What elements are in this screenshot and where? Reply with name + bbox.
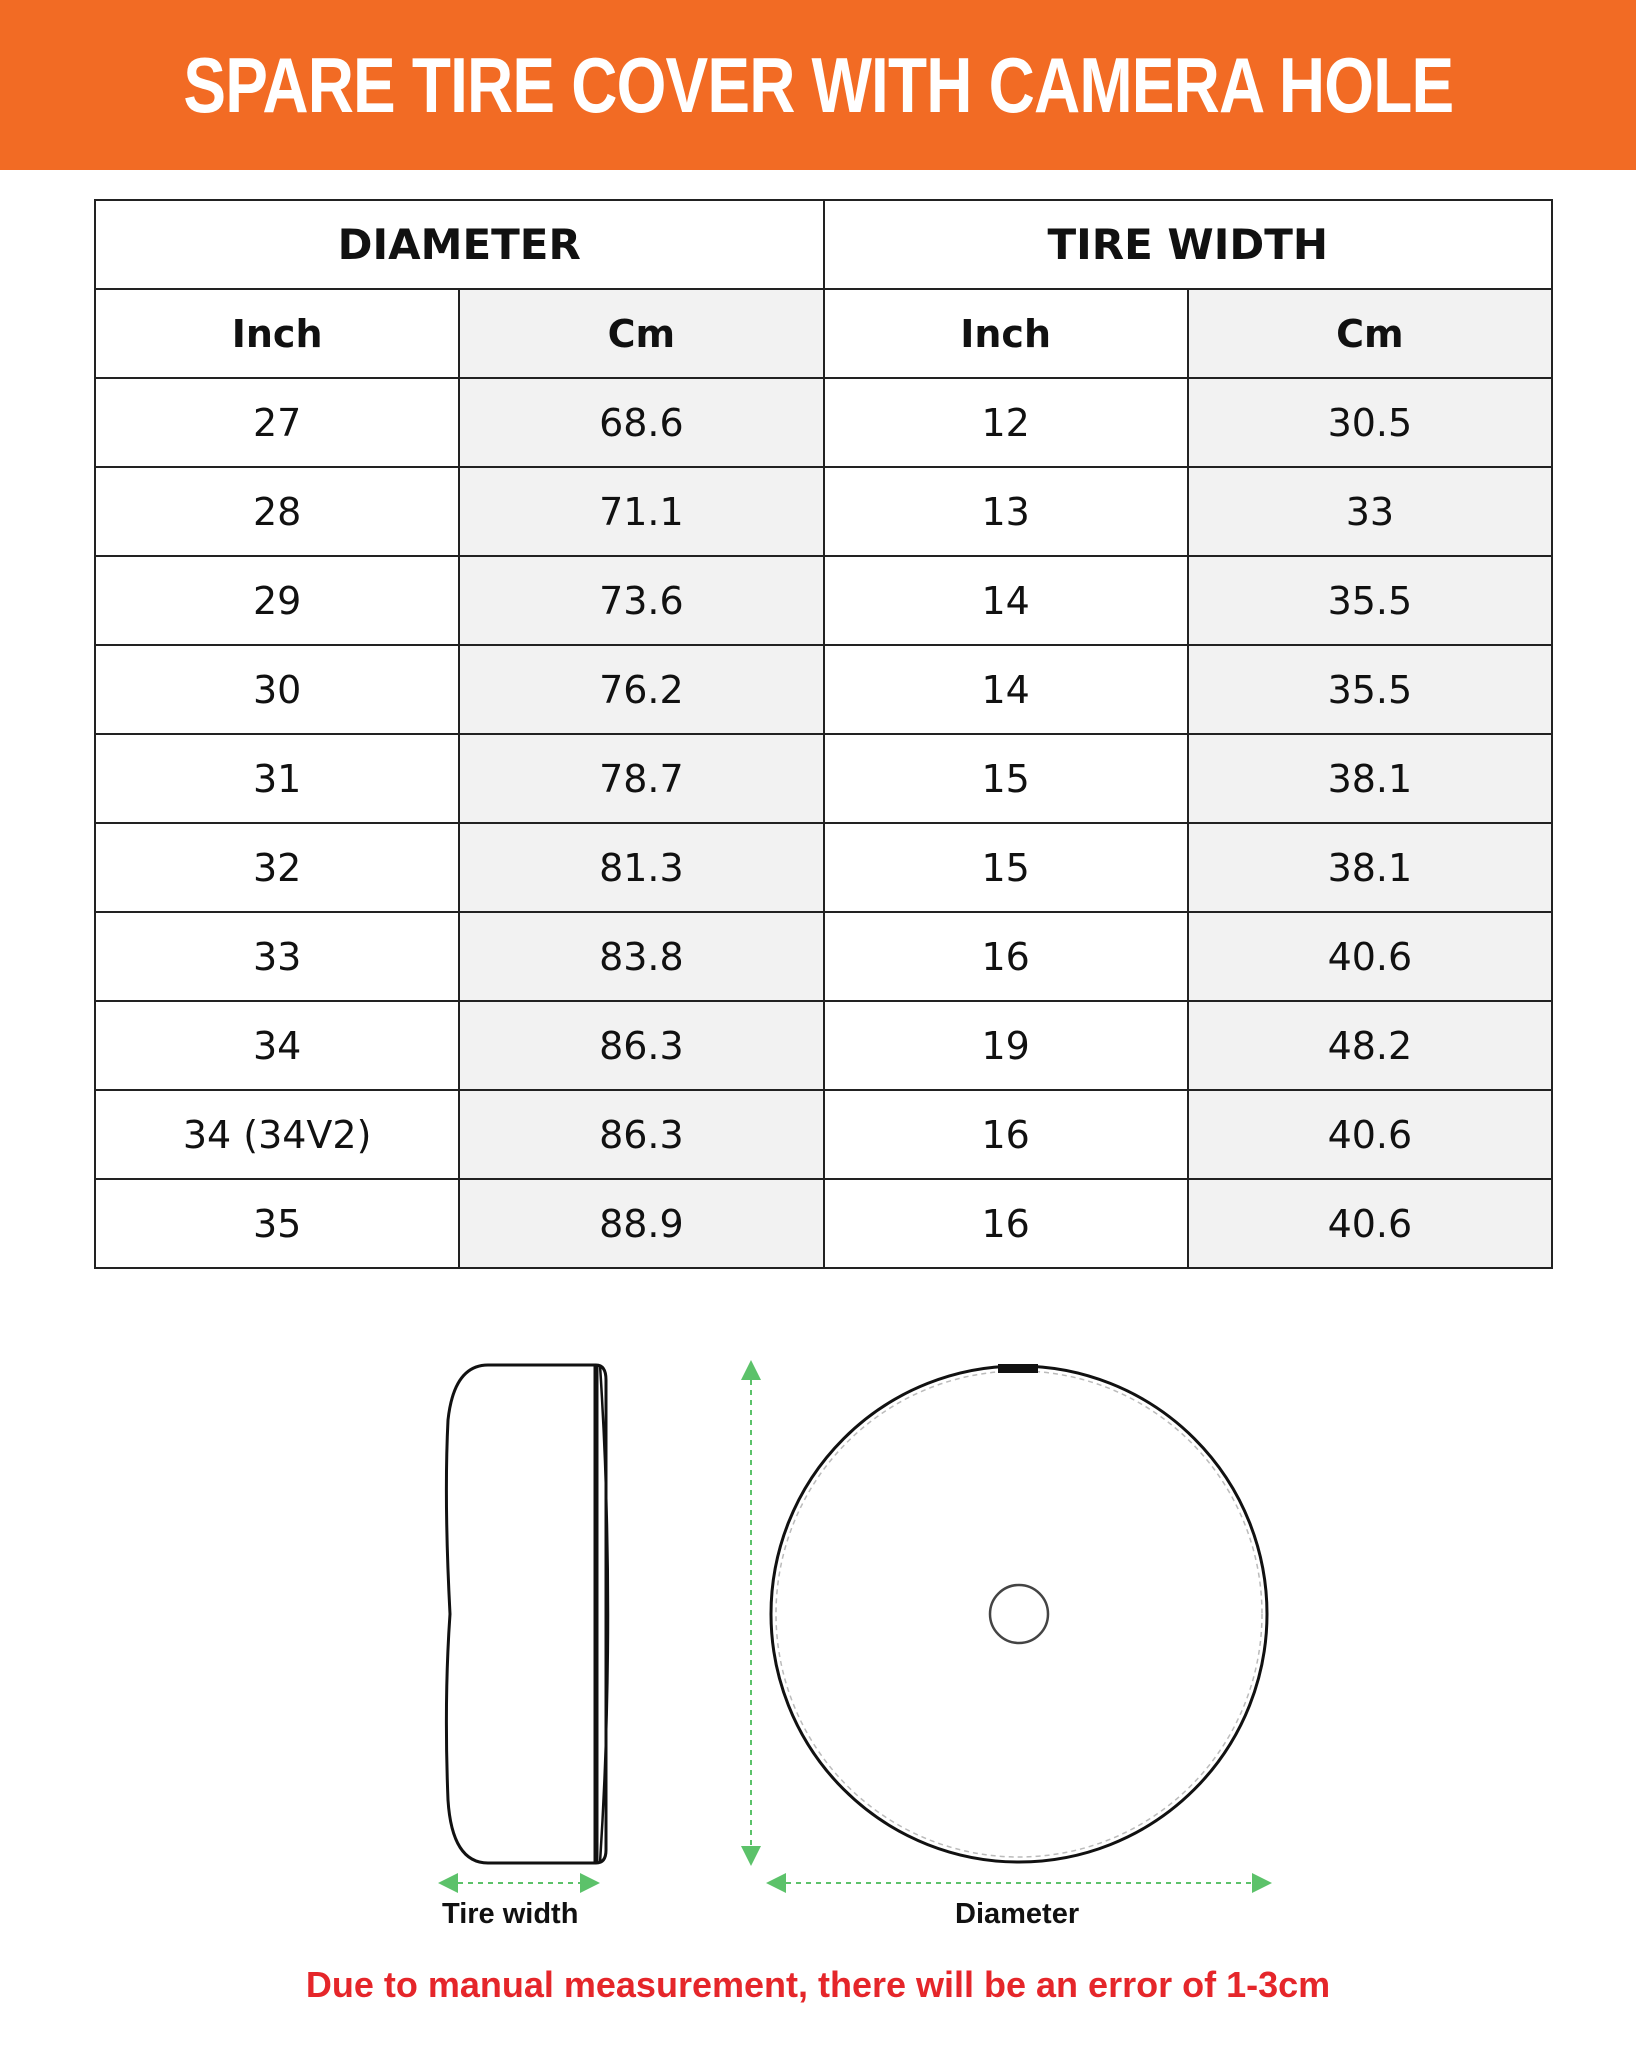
unit-header-row: Inch Cm Inch Cm (93, 288, 1554, 379)
width-cm-cell: 33 (1186, 466, 1554, 557)
table-row: 34 86.3 19 48.2 (93, 1000, 1554, 1091)
group-header-row: DIAMETER TIRE WIDTH (94, 199, 1553, 290)
diameter-inch-cell: 35 (93, 1178, 461, 1269)
width-inch-cell: 16 (822, 911, 1189, 1002)
diameter-cm-cell: 68.6 (458, 377, 825, 468)
table-row: 31 78.7 15 38.1 (93, 733, 1554, 824)
width-cm-cell: 48.2 (1186, 1000, 1554, 1091)
width-inch-cell: 12 (822, 377, 1189, 468)
front-view-illustration (769, 1364, 1269, 1864)
diameter-cm-cell: 76.2 (458, 644, 825, 735)
diameter-cm-cell: 81.3 (458, 822, 825, 913)
width-inch-cell: 16 (822, 1178, 1189, 1269)
width-cm-cell: 35.5 (1186, 555, 1554, 646)
diameter-cm-cell: 78.7 (458, 733, 825, 824)
tire-width-header: TIRE WIDTH (822, 199, 1553, 290)
diameter-cm-cell: 88.9 (458, 1178, 825, 1269)
width-inch-cell: 14 (822, 555, 1189, 646)
table-row: 30 76.2 14 35.5 (93, 644, 1554, 735)
measurement-note: Due to manual measurement, there will be… (305, 1964, 1331, 2005)
width-inch-header: Inch (822, 288, 1189, 379)
width-inch-cell: 15 (822, 822, 1189, 913)
side-view-illustration (444, 1363, 610, 1865)
table-row: 34 (34V2) 86.3 16 40.6 (93, 1089, 1554, 1180)
diameter-cm-cell: 71.1 (458, 466, 825, 557)
width-inch-cell: 13 (822, 466, 1189, 557)
diameter-inch-cell: 28 (93, 466, 461, 557)
table-row: 32 81.3 15 38.1 (93, 822, 1554, 913)
width-cm-cell: 38.1 (1186, 822, 1554, 913)
diameter-label: Diameter (955, 1898, 1080, 1930)
width-inch-cell: 16 (822, 1089, 1189, 1180)
diameter-header: DIAMETER (94, 199, 825, 290)
width-cm-cell: 40.6 (1186, 911, 1554, 1002)
diameter-inch-cell: 29 (93, 555, 461, 646)
table-row: 33 83.8 16 40.6 (93, 911, 1554, 1002)
diameter-inch-cell: 34 (93, 1000, 461, 1091)
diameter-cm-cell: 86.3 (458, 1089, 825, 1180)
width-cm-header: Cm (1186, 288, 1554, 379)
width-inch-cell: 15 (822, 733, 1189, 824)
table-row: 35 88.9 16 40.6 (93, 1178, 1554, 1269)
size-table: DIAMETER TIRE WIDTH Inch Cm Inch Cm 27 68… (93, 199, 1554, 1269)
page-title: SPARE TIRE COVER WITH CAMERA HOLE (183, 40, 1454, 129)
tire-width-label: Tire width (442, 1898, 579, 1930)
width-inch-cell: 19 (822, 1000, 1189, 1091)
center-hole (988, 1583, 1050, 1645)
diameter-inch-cell: 34 (34V2) (93, 1089, 461, 1180)
diameter-inch-cell: 27 (93, 377, 461, 468)
width-cm-cell: 40.6 (1186, 1089, 1554, 1180)
diameter-cm-cell: 86.3 (458, 1000, 825, 1091)
width-cm-cell: 30.5 (1186, 377, 1554, 468)
diameter-cm-header: Cm (458, 288, 825, 379)
diameter-inch-cell: 30 (93, 644, 461, 735)
camera-hole-tab (998, 1364, 1038, 1373)
table-row: 28 71.1 13 33 (93, 466, 1554, 557)
width-cm-cell: 38.1 (1186, 733, 1554, 824)
diameter-inch-cell: 31 (93, 733, 461, 824)
table-row: 29 73.6 14 35.5 (93, 555, 1554, 646)
width-inch-cell: 14 (822, 644, 1189, 735)
diameter-inch-header: Inch (93, 288, 461, 379)
width-cm-cell: 40.6 (1186, 1178, 1554, 1269)
table-row: 27 68.6 12 30.5 (93, 377, 1554, 468)
width-cm-cell: 35.5 (1186, 644, 1554, 735)
title-banner: SPARE TIRE COVER WITH CAMERA HOLE (0, 0, 1636, 170)
diameter-cm-cell: 83.8 (458, 911, 825, 1002)
diameter-inch-cell: 32 (93, 822, 461, 913)
diameter-inch-cell: 33 (93, 911, 461, 1002)
diameter-cm-cell: 73.6 (458, 555, 825, 646)
